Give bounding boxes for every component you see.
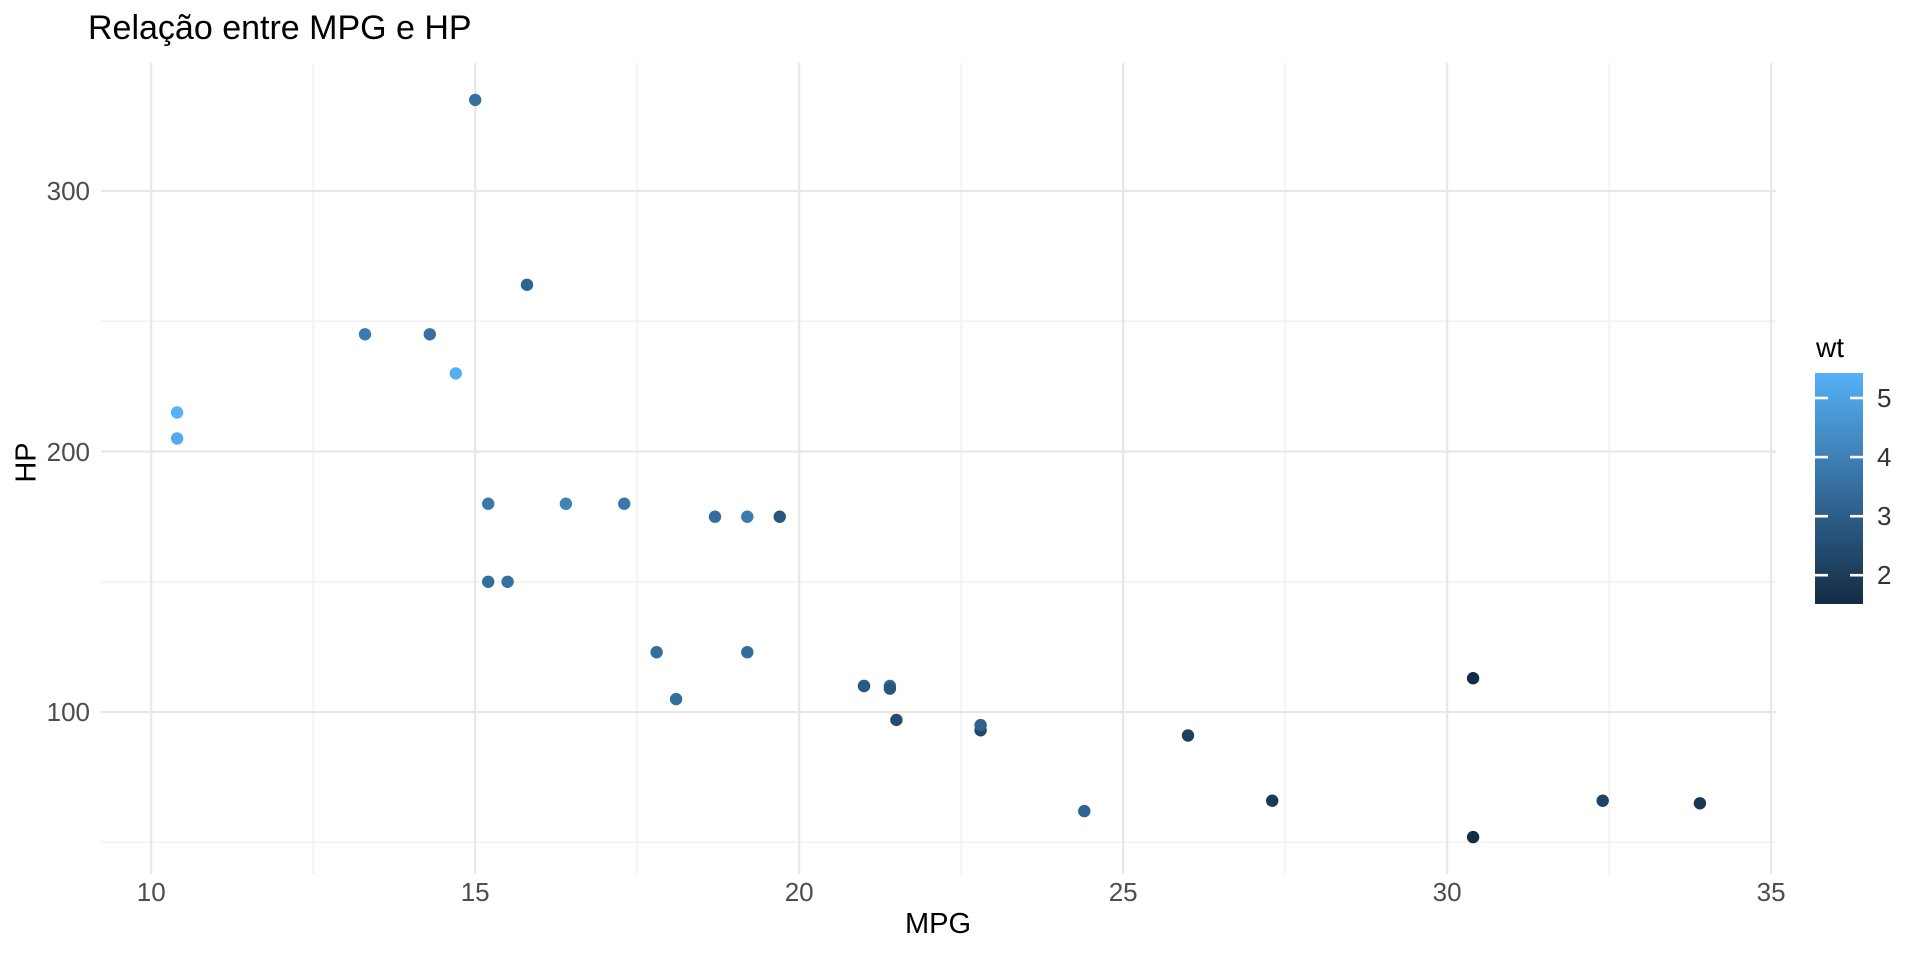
data-point bbox=[741, 646, 754, 659]
data-point bbox=[857, 679, 871, 693]
data-point bbox=[1078, 804, 1091, 818]
data-point bbox=[890, 713, 903, 727]
x-axis-tick-label: 30 bbox=[1432, 877, 1462, 907]
data-point bbox=[358, 328, 372, 341]
data-point bbox=[501, 575, 514, 588]
data-point bbox=[1693, 797, 1707, 810]
data-point bbox=[482, 497, 495, 510]
data-point bbox=[1466, 672, 1480, 685]
legend-colorbar bbox=[1815, 373, 1863, 604]
data-point bbox=[170, 406, 184, 419]
y-axis-tick-label: 200 bbox=[46, 436, 90, 467]
data-point bbox=[1596, 794, 1609, 807]
data-point bbox=[669, 692, 683, 706]
data-point bbox=[423, 328, 436, 341]
data-point bbox=[449, 367, 462, 380]
data-point bbox=[883, 682, 897, 695]
x-axis-tick-label: 15 bbox=[460, 877, 490, 907]
data-point bbox=[773, 510, 786, 523]
legend-tick-label: 3 bbox=[1877, 501, 1892, 532]
data-point bbox=[469, 93, 482, 107]
x-axis-tick-label: 10 bbox=[136, 877, 166, 907]
data-point bbox=[1181, 729, 1195, 742]
data-point bbox=[650, 646, 663, 659]
legend-title: wt bbox=[1816, 332, 1844, 363]
legend-tick-label: 5 bbox=[1877, 383, 1892, 414]
data-point bbox=[559, 497, 573, 510]
legend-tick-label: 2 bbox=[1877, 560, 1892, 591]
x-axis-title: MPG bbox=[904, 908, 972, 940]
legend-tick-label: 4 bbox=[1877, 442, 1892, 473]
x-axis-tick-label: 35 bbox=[1756, 877, 1786, 907]
data-point bbox=[618, 497, 631, 510]
y-axis-tick-label: 300 bbox=[46, 176, 90, 207]
data-point bbox=[482, 575, 495, 588]
data-point bbox=[708, 510, 722, 523]
data-point bbox=[1466, 830, 1480, 844]
data-point bbox=[1266, 794, 1279, 807]
x-axis-tick-label: 20 bbox=[784, 877, 814, 907]
data-point bbox=[974, 718, 987, 732]
data-point bbox=[520, 278, 534, 291]
y-axis-tick-label: 100 bbox=[46, 697, 90, 728]
data-point bbox=[741, 510, 754, 523]
plot-title: Relação entre MPG e HP bbox=[88, 9, 472, 47]
x-axis-tick-label: 25 bbox=[1108, 877, 1138, 907]
data-point bbox=[170, 432, 184, 445]
